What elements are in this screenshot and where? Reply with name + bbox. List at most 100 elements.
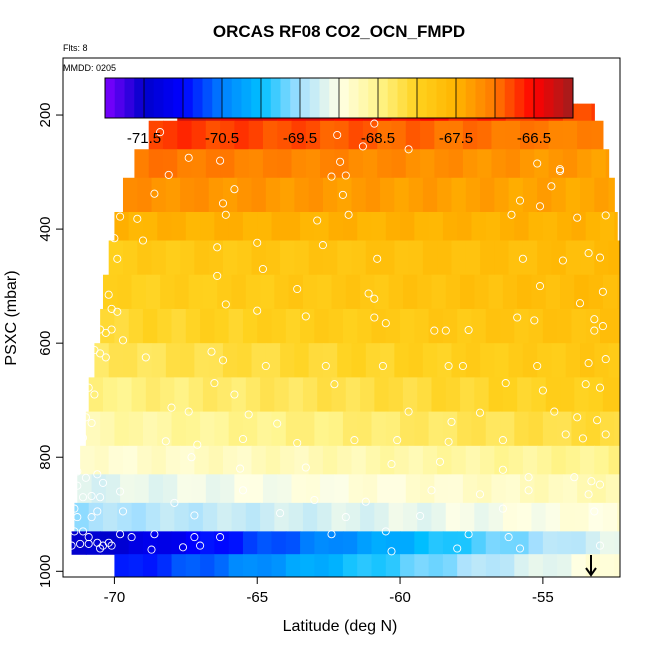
data-point bbox=[498, 436, 507, 445]
heatmap-cell bbox=[337, 445, 353, 475]
heatmap-cell bbox=[257, 531, 273, 555]
data-point bbox=[318, 241, 327, 250]
data-point bbox=[341, 513, 350, 522]
heatmap-cell bbox=[457, 554, 473, 577]
heatmap-cell bbox=[500, 411, 515, 447]
heatmap-cell bbox=[560, 502, 575, 532]
data-point bbox=[210, 379, 219, 388]
heatmap-cell bbox=[314, 308, 330, 344]
heatmap-cell bbox=[334, 120, 350, 150]
heatmap-cell bbox=[534, 120, 550, 150]
heatmap-cell bbox=[188, 502, 204, 532]
data-point bbox=[327, 172, 336, 181]
heatmap-cell bbox=[428, 411, 444, 447]
data-point bbox=[321, 361, 330, 371]
colorbar-segment bbox=[339, 78, 350, 118]
heatmap-cell bbox=[457, 211, 473, 242]
heatmap-cell bbox=[94, 445, 110, 475]
data-point bbox=[550, 407, 559, 416]
colorbar-segment bbox=[163, 78, 174, 118]
data-point bbox=[116, 212, 125, 221]
y-tick-label: 800 bbox=[37, 445, 54, 470]
heatmap-cell bbox=[128, 211, 144, 242]
heatmap-cell bbox=[577, 149, 593, 179]
heatmap-cell bbox=[362, 120, 378, 150]
data-point bbox=[524, 473, 533, 482]
heatmap-cell bbox=[222, 343, 238, 378]
colorbar-segment bbox=[124, 78, 135, 118]
heatmap-cell bbox=[534, 149, 550, 179]
heatmap-cell bbox=[188, 274, 204, 310]
data-point bbox=[73, 513, 82, 522]
colorbar-segment bbox=[300, 78, 311, 118]
heatmap-cell bbox=[485, 411, 501, 447]
heatmap-cell bbox=[477, 474, 493, 504]
data-point bbox=[184, 407, 193, 416]
heatmap-cell bbox=[288, 377, 304, 413]
heatmap-cell bbox=[94, 343, 110, 378]
data-point bbox=[393, 436, 402, 445]
heatmap-cell bbox=[360, 502, 375, 532]
heatmap-cell bbox=[528, 211, 544, 242]
heatmap-cell bbox=[488, 274, 504, 310]
heatmap-cell bbox=[600, 531, 615, 555]
heatmap-cell bbox=[462, 120, 478, 150]
colorbar-segment bbox=[543, 78, 554, 118]
data-point bbox=[190, 533, 199, 542]
data-point bbox=[464, 530, 473, 539]
heatmap-cell bbox=[148, 120, 164, 150]
heatmap-cell bbox=[305, 120, 321, 150]
heatmap-cell bbox=[357, 211, 373, 242]
heatmap-cell bbox=[502, 502, 518, 532]
heatmap-cell bbox=[365, 445, 381, 475]
data-point bbox=[453, 544, 462, 553]
heatmap-cell bbox=[205, 120, 221, 150]
heatmap-cell bbox=[608, 445, 620, 475]
data-point bbox=[236, 464, 245, 473]
data-point bbox=[150, 189, 159, 198]
heatmap-cell bbox=[345, 377, 361, 413]
heatmap-cell bbox=[451, 343, 467, 378]
heatmap-cell bbox=[222, 445, 238, 475]
heatmap-cell bbox=[300, 554, 315, 577]
data-point bbox=[78, 493, 88, 502]
heatmap-cell bbox=[237, 445, 253, 475]
heatmap-cell bbox=[117, 502, 133, 532]
data-point bbox=[276, 509, 285, 518]
heatmap-cell bbox=[351, 177, 367, 213]
heatmap-cell bbox=[262, 149, 278, 179]
data-point bbox=[558, 256, 567, 265]
heatmap-cell bbox=[142, 531, 158, 555]
heatmap-cell bbox=[605, 149, 610, 179]
heatmap-cell bbox=[465, 177, 481, 213]
colorbar-segment bbox=[534, 78, 545, 118]
data-point bbox=[444, 437, 453, 446]
colorbar-segment bbox=[329, 78, 340, 118]
heatmap-cell bbox=[322, 445, 338, 475]
heatmap-cell bbox=[205, 149, 221, 179]
data-point bbox=[230, 390, 239, 399]
heatmap-cell bbox=[445, 377, 461, 413]
data-point bbox=[178, 543, 188, 552]
heatmap-cell bbox=[308, 445, 324, 475]
data-point bbox=[524, 486, 533, 495]
heatmap-cell bbox=[594, 445, 610, 475]
heatmap-cell bbox=[614, 531, 620, 555]
heatmap-cell bbox=[422, 445, 438, 475]
heatmap-cell bbox=[548, 149, 564, 179]
heatmap-cell bbox=[200, 211, 215, 242]
heatmap-cell bbox=[531, 274, 547, 310]
heatmap-cell bbox=[165, 177, 181, 213]
heatmap-cell bbox=[617, 502, 620, 532]
colorbar-segment bbox=[446, 78, 457, 118]
colorbar-segment bbox=[397, 78, 408, 118]
heatmap-cell bbox=[377, 120, 393, 150]
data-point bbox=[387, 547, 396, 556]
data-point bbox=[573, 213, 582, 222]
data-point bbox=[561, 430, 570, 439]
data-point bbox=[293, 284, 302, 294]
heatmap-cell bbox=[420, 474, 435, 504]
data-point bbox=[535, 202, 545, 211]
heatmap-cell bbox=[420, 120, 435, 150]
data-point bbox=[507, 210, 516, 219]
